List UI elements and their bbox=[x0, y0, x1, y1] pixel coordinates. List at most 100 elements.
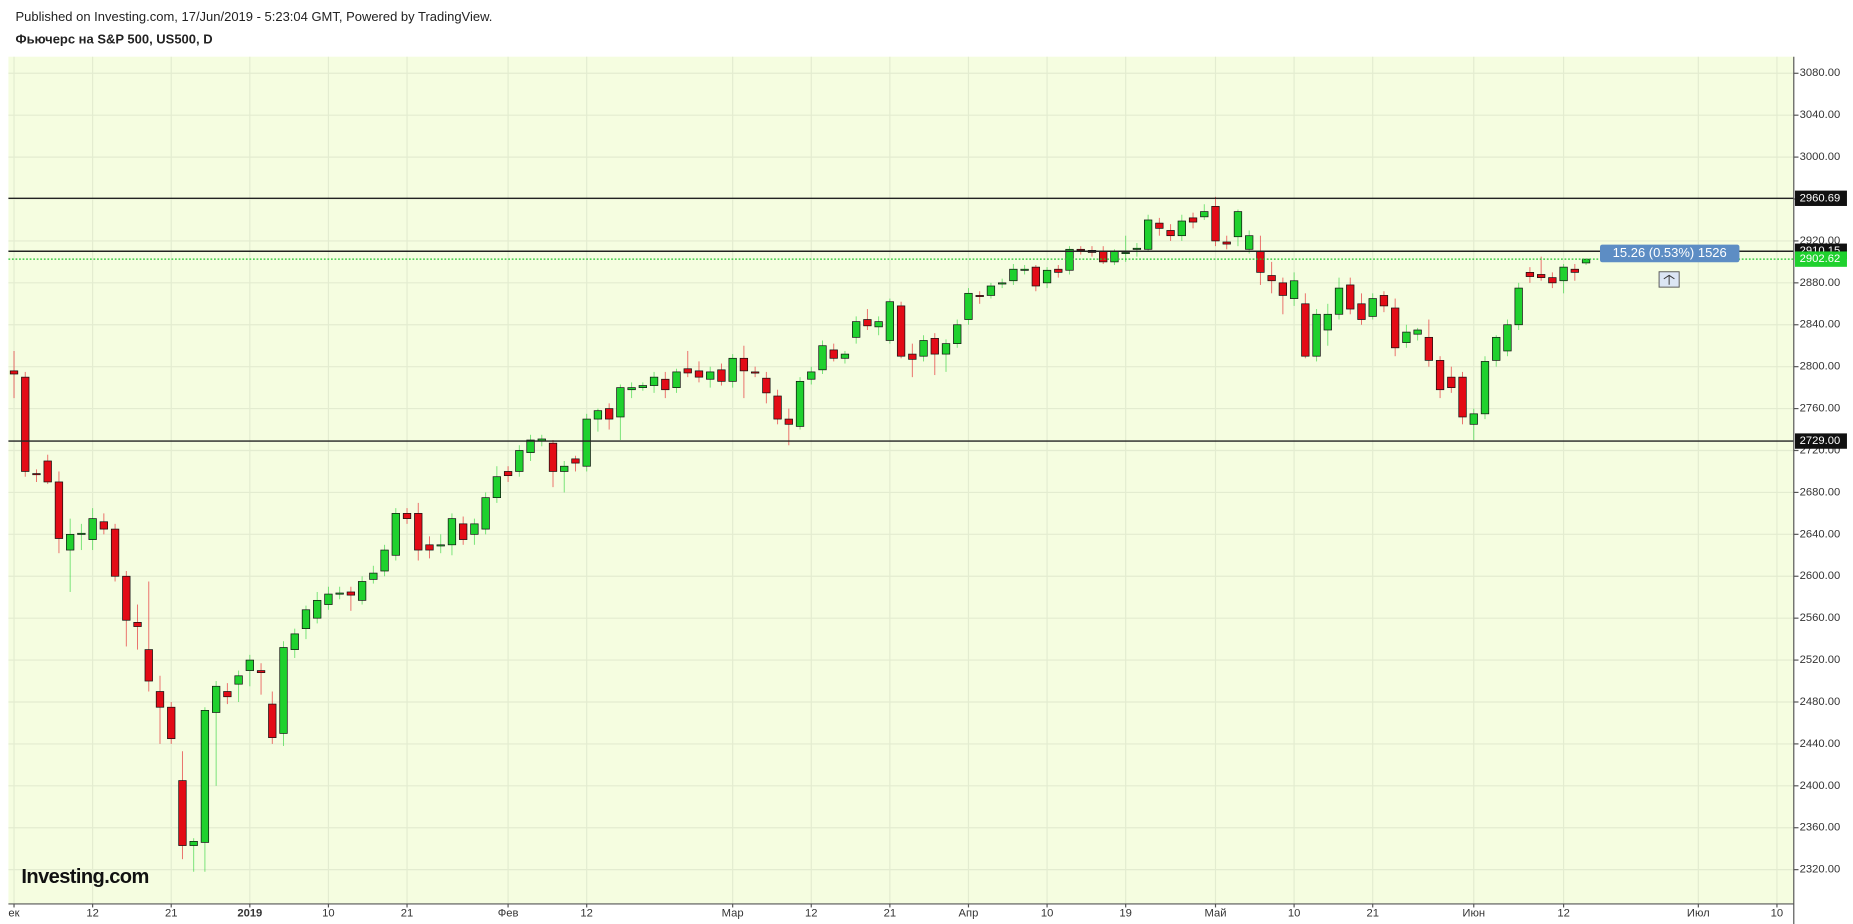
last-price-box bbox=[1794, 251, 1847, 267]
candle-body bbox=[1222, 241, 1231, 245]
y-tick-label: 2440.00 bbox=[1800, 738, 1841, 750]
y-tick-label: 2600.00 bbox=[1800, 570, 1841, 582]
candle-body bbox=[649, 376, 659, 386]
candle-body bbox=[133, 621, 142, 627]
y-tick-label: 2880.00 bbox=[1800, 277, 1841, 289]
candle-body bbox=[144, 649, 153, 682]
candle-body bbox=[1301, 303, 1310, 357]
x-tick-label: ек bbox=[8, 907, 19, 919]
y-tick-label: 2640.00 bbox=[1800, 528, 1841, 540]
x-tick-label: Фев bbox=[498, 907, 519, 919]
candle-body bbox=[998, 282, 1007, 285]
candle-body bbox=[885, 301, 895, 341]
candle-body bbox=[1289, 280, 1299, 299]
candle-body bbox=[818, 345, 827, 371]
candle-body bbox=[1413, 329, 1422, 335]
candle-body bbox=[1054, 268, 1063, 273]
x-tick-label: 21 bbox=[401, 907, 413, 919]
candle-body bbox=[1469, 413, 1478, 425]
candle-body bbox=[762, 377, 771, 394]
plot-area bbox=[8, 56, 1794, 904]
candle-body bbox=[807, 371, 816, 380]
candle-body bbox=[1042, 269, 1052, 284]
candle-body bbox=[1267, 275, 1276, 282]
candle-body bbox=[930, 338, 939, 355]
candle-body bbox=[739, 357, 749, 372]
candle-body bbox=[1099, 251, 1108, 263]
candle-body bbox=[178, 780, 187, 846]
candle-body bbox=[1537, 274, 1546, 278]
candle-body bbox=[1379, 295, 1389, 307]
candle-body bbox=[694, 370, 704, 378]
candle-body bbox=[750, 371, 760, 374]
candle-body bbox=[1391, 307, 1400, 349]
candle-body bbox=[335, 592, 344, 595]
x-tick-label: 10 bbox=[322, 907, 334, 919]
chart-title: Фьючерс на S&P 500, US500, D bbox=[15, 32, 212, 47]
candle-body bbox=[784, 418, 793, 425]
x-tick-label: Апр bbox=[959, 907, 979, 919]
logo: Investing.com bbox=[21, 866, 148, 888]
candle-body bbox=[1559, 266, 1568, 282]
candle-body bbox=[167, 706, 176, 740]
x-tick-label: 21 bbox=[165, 907, 177, 919]
candle-body bbox=[908, 353, 917, 360]
candle-body bbox=[683, 368, 692, 374]
measure-icon-arrow bbox=[1663, 274, 1675, 285]
candle-body bbox=[728, 357, 737, 382]
candle-body bbox=[459, 523, 468, 540]
candle-body bbox=[526, 439, 535, 453]
candle-body bbox=[706, 371, 715, 380]
candle-body bbox=[155, 691, 165, 708]
x-tick-label: Июн bbox=[1462, 907, 1485, 919]
candle-body bbox=[1121, 252, 1130, 254]
x-tick-label: 21 bbox=[1366, 907, 1378, 919]
candle-body bbox=[436, 544, 445, 547]
candle-body bbox=[616, 387, 625, 418]
marks bbox=[8, 196, 1794, 872]
candle-body bbox=[896, 305, 906, 357]
candle-body bbox=[1447, 376, 1456, 388]
y-tick-label: 3040.00 bbox=[1800, 109, 1841, 121]
y-tick-label: 2360.00 bbox=[1800, 822, 1841, 834]
candle-body bbox=[1312, 313, 1321, 357]
candle-body bbox=[571, 458, 580, 464]
candle-body bbox=[447, 518, 457, 546]
candle-body bbox=[627, 387, 636, 391]
candle-body bbox=[717, 369, 726, 382]
candle-body bbox=[1110, 251, 1119, 263]
candle-body bbox=[234, 675, 243, 685]
candle-body bbox=[1458, 376, 1467, 418]
candle-body bbox=[1177, 220, 1186, 237]
candle-body bbox=[313, 599, 322, 619]
x-tick-label: 10 bbox=[1771, 907, 1783, 919]
candle-body bbox=[301, 609, 311, 629]
candle-body bbox=[1278, 282, 1288, 296]
candle-body bbox=[840, 353, 850, 359]
y-tick-label: 3000.00 bbox=[1800, 151, 1841, 163]
candle-body bbox=[99, 521, 108, 530]
candle-body bbox=[953, 324, 962, 344]
candle-body bbox=[919, 340, 928, 357]
x-tick-label: 12 bbox=[1557, 907, 1569, 919]
last-price-label: 2902.62 bbox=[1800, 253, 1841, 265]
candle-body bbox=[661, 378, 670, 391]
candle-body bbox=[975, 295, 984, 297]
candle-body bbox=[66, 533, 75, 551]
candle-body bbox=[481, 497, 490, 530]
candle-body bbox=[1245, 235, 1254, 250]
candle-body bbox=[279, 647, 288, 734]
y-tick-label: 2840.00 bbox=[1800, 319, 1841, 331]
x-tick-label: Май bbox=[1205, 907, 1227, 919]
x-tick-label: 2019 bbox=[237, 907, 262, 919]
candle-body bbox=[32, 473, 41, 476]
y-tick-label: 2400.00 bbox=[1800, 780, 1841, 792]
candle-body bbox=[1346, 284, 1355, 310]
x-tick-label: Июл bbox=[1687, 907, 1710, 919]
candle-body bbox=[324, 593, 333, 605]
candle-body bbox=[1334, 287, 1344, 315]
candle-body bbox=[110, 528, 120, 577]
candle-body bbox=[357, 581, 367, 601]
candle-body bbox=[425, 544, 434, 551]
candle-body bbox=[1402, 331, 1411, 343]
